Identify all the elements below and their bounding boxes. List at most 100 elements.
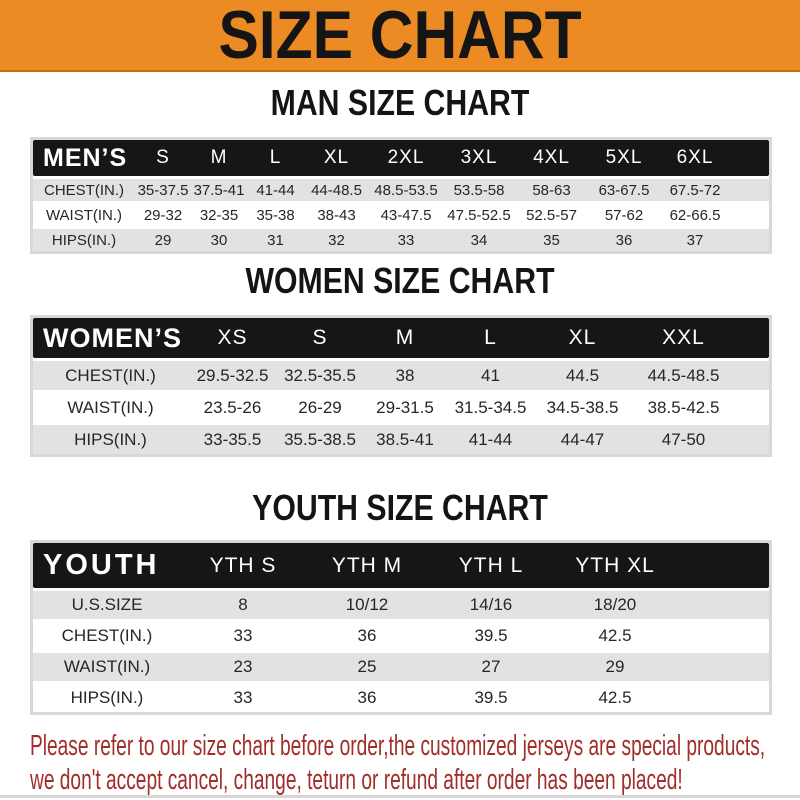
women-header-label: WOMEN’S [43, 322, 182, 353]
cell-value: 38 [395, 365, 415, 385]
cell-value: 42.5 [598, 626, 632, 645]
cell-value: 37.5-41 [193, 181, 245, 199]
cell-value: 44-48.5 [311, 181, 362, 199]
youth-header-label: YOUTH [43, 549, 160, 581]
cell-value: 14/16 [469, 595, 513, 614]
row-label: CHEST(IN.) [65, 365, 156, 385]
column-header: L [484, 326, 497, 349]
cell-value: 39.5 [474, 626, 508, 645]
cell-value: 23.5-26 [203, 397, 262, 417]
cell-value: 32 [328, 231, 345, 249]
cell-value: 33 [397, 231, 415, 249]
cell-value: 26-29 [298, 397, 342, 417]
cell-value: 53.5-58 [453, 181, 505, 199]
column-header: M [210, 147, 228, 168]
table-row: WAIST(IN.) 29-32 32-35 35-38 38-43 43-47.5 47.… [33, 204, 769, 226]
cell-value: 44.5 [565, 365, 600, 385]
cell-value: 35-38 [256, 206, 295, 224]
cell-value: 36 [357, 626, 377, 645]
column-header: 3XL [460, 147, 498, 168]
women-section-title-text: WOMEN SIZE CHART [245, 260, 555, 301]
cell-value: 41 [481, 365, 500, 385]
cell-value: 62-66.5 [669, 206, 721, 224]
cell-value: 39.5 [474, 688, 508, 707]
row-label: HIPS(IN.) [74, 429, 147, 449]
cell-value: 29-32 [143, 206, 183, 224]
cell-value: 33 [233, 688, 253, 707]
cell-value: 35.5-38.5 [284, 429, 356, 449]
cell-value: 36 [357, 688, 377, 707]
men-header-label: MEN’S [43, 143, 128, 172]
cell-value: 47-50 [661, 429, 706, 449]
column-header: S [312, 326, 328, 349]
women-section-title: WOMEN SIZE CHART [0, 262, 800, 300]
column-header: YTH S [209, 553, 277, 577]
column-header: XL [568, 326, 597, 349]
page-title: SIZE CHART [218, 0, 582, 73]
cell-value: 36 [615, 231, 633, 249]
cell-value: 44-47 [560, 429, 605, 449]
column-header: XL [323, 147, 350, 168]
cell-value: 30 [210, 231, 228, 249]
cell-value: 33 [233, 626, 253, 645]
row-label: CHEST(IN.) [61, 626, 153, 645]
table-row: HIPS(IN.) 33 36 39.5 42.5 [33, 684, 769, 712]
row-label: WAIST(IN.) [45, 206, 123, 224]
column-header: 6XL [676, 147, 714, 168]
cell-value: 33-35.5 [203, 429, 262, 449]
table-row: CHEST(IN.) 35-37.5 37.5-41 41-44 44-48.5 48.5… [33, 179, 769, 201]
cell-value: 31.5-34.5 [454, 397, 527, 417]
column-header: M [395, 326, 415, 349]
column-header: XS [217, 326, 248, 349]
column-header: S [156, 147, 170, 168]
cell-value: 57-62 [604, 206, 644, 224]
footer-line-2: we don't accept cancel, change, teturn o… [30, 764, 683, 796]
cell-value: 41-44 [468, 429, 513, 449]
cell-value: 38.5-41 [376, 429, 434, 449]
column-header: 4XL [533, 147, 570, 168]
table-row: HIPS(IN.) 29 30 31 32 33 34 35 36 37 [33, 229, 769, 251]
youth-table-header: YOUTH YTH S YTH M YTH L YTH XL [33, 543, 769, 588]
cell-value: 27 [481, 657, 501, 676]
cell-value: 18/20 [593, 595, 637, 614]
cell-value: 32.5-35.5 [284, 365, 356, 385]
cell-value: 34 [470, 231, 488, 249]
cell-value: 29-31.5 [376, 397, 434, 417]
table-row: CHEST(IN.) 33 36 39.5 42.5 [33, 622, 769, 650]
cell-value: 38.5-42.5 [647, 397, 720, 417]
women-size-table: WOMEN’S XS S M L XL XXL CHEST(IN.) 29.5-32.5 32.5… [30, 315, 772, 457]
cell-value: 8 [238, 595, 248, 614]
row-label: WAIST(IN.) [63, 657, 151, 676]
cell-value: 47.5-52.5 [447, 206, 511, 224]
men-section-title: MAN SIZE CHART [0, 84, 800, 122]
cell-value: 63-67.5 [598, 181, 650, 199]
cell-value: 29 [605, 657, 625, 676]
cell-value: 67.5-72 [669, 181, 721, 199]
cell-value: 41-44 [256, 181, 295, 199]
column-header: YTH XL [575, 553, 655, 577]
column-header: YTH L [458, 553, 524, 577]
cell-value: 35 [543, 231, 560, 249]
cell-value: 34.5-38.5 [546, 397, 619, 417]
table-row: WAIST(IN.) 23 25 27 29 [33, 653, 769, 681]
footer-note: Please refer to our size chart before or… [30, 729, 765, 797]
column-header: 2XL [387, 147, 425, 168]
cell-value: 29.5-32.5 [196, 365, 269, 385]
row-label: CHEST(IN.) [44, 181, 124, 199]
column-header: YTH M [331, 553, 403, 577]
table-row: U.S.SIZE 8 10/12 14/16 18/20 [33, 591, 769, 619]
cell-value: 25 [357, 657, 377, 676]
cell-value: 42.5 [598, 688, 632, 707]
column-header: L [269, 147, 282, 168]
cell-value: 10/12 [345, 595, 389, 614]
men-table-header: MEN’S S M L XL 2XL 3XL 4XL 5XL 6XL [33, 140, 769, 176]
cell-value: 52.5-57 [526, 206, 577, 224]
footer-line-1: Please refer to our size chart before or… [30, 730, 766, 762]
column-header: XXL [662, 326, 705, 349]
row-label: HIPS(IN.) [51, 231, 117, 249]
row-label: HIPS(IN.) [70, 688, 144, 707]
youth-size-table: YOUTH YTH S YTH M YTH L YTH XL U.S.SIZE 8 10/12… [30, 540, 772, 715]
cell-value: 35-37.5 [137, 181, 189, 199]
cell-value: 58-63 [532, 181, 571, 199]
